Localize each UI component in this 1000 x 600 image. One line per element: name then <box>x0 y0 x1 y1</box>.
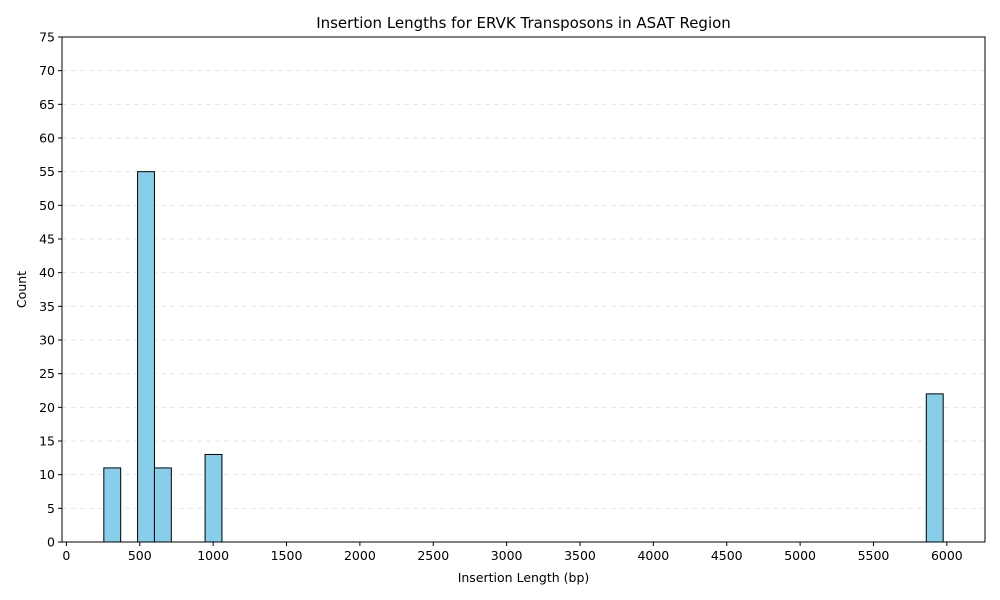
x-tick-label: 3500 <box>564 548 596 563</box>
y-tick-label: 30 <box>39 333 55 348</box>
x-axis-ticks: 0 500 1000 1500 2000 2500 3000 3500 4000 4500 5000… <box>62 542 963 563</box>
y-tick-label: 40 <box>39 265 55 280</box>
x-tick-label: 2000 <box>344 548 376 563</box>
histogram-bar <box>153 467 172 543</box>
y-tick-label: 65 <box>39 97 55 112</box>
y-tick-label: 45 <box>39 232 55 247</box>
chart-title: Insertion Lengths for ERVK Transposons i… <box>316 14 731 32</box>
x-tick-label: 500 <box>128 548 152 563</box>
y-tick-label: 5 <box>47 501 55 516</box>
y-axis-ticks: 0 5 10 15 20 25 30 35 40 45 50 55 60 65 70 75 <box>39 30 62 550</box>
y-tick-label: 75 <box>39 30 55 45</box>
y-tick-label: 50 <box>39 198 55 213</box>
x-tick-label: 0 <box>62 548 70 563</box>
y-tick-label: 15 <box>39 434 55 449</box>
y-tick-label: 25 <box>39 366 55 381</box>
x-tick-label: 5000 <box>784 548 816 563</box>
y-tick-label: 35 <box>39 299 55 314</box>
histogram-bar <box>137 171 155 543</box>
x-tick-label: 1000 <box>197 548 229 563</box>
x-tick-label: 3000 <box>491 548 523 563</box>
y-tick-label: 20 <box>39 400 55 415</box>
x-tick-label: 2500 <box>417 548 449 563</box>
histogram-bar <box>103 467 122 543</box>
y-tick-label: 0 <box>47 535 55 550</box>
y-tick-label: 60 <box>39 131 55 146</box>
y-axis-label: Count <box>14 271 29 308</box>
y-gridlines <box>62 70 985 509</box>
histogram-bar <box>925 393 944 543</box>
x-tick-label: 4000 <box>637 548 669 563</box>
x-tick-label: 4500 <box>711 548 743 563</box>
histogram-bars <box>103 171 944 543</box>
y-tick-label: 55 <box>39 164 55 179</box>
y-tick-label: 10 <box>39 467 55 482</box>
x-tick-label: 5500 <box>858 548 890 563</box>
x-tick-label: 6000 <box>931 548 963 563</box>
x-tick-label: 1500 <box>271 548 303 563</box>
histogram-bar <box>204 453 223 543</box>
x-axis-label: Insertion Length (bp) <box>458 570 590 585</box>
plot-frame <box>61 36 986 543</box>
y-tick-label: 70 <box>39 63 55 78</box>
